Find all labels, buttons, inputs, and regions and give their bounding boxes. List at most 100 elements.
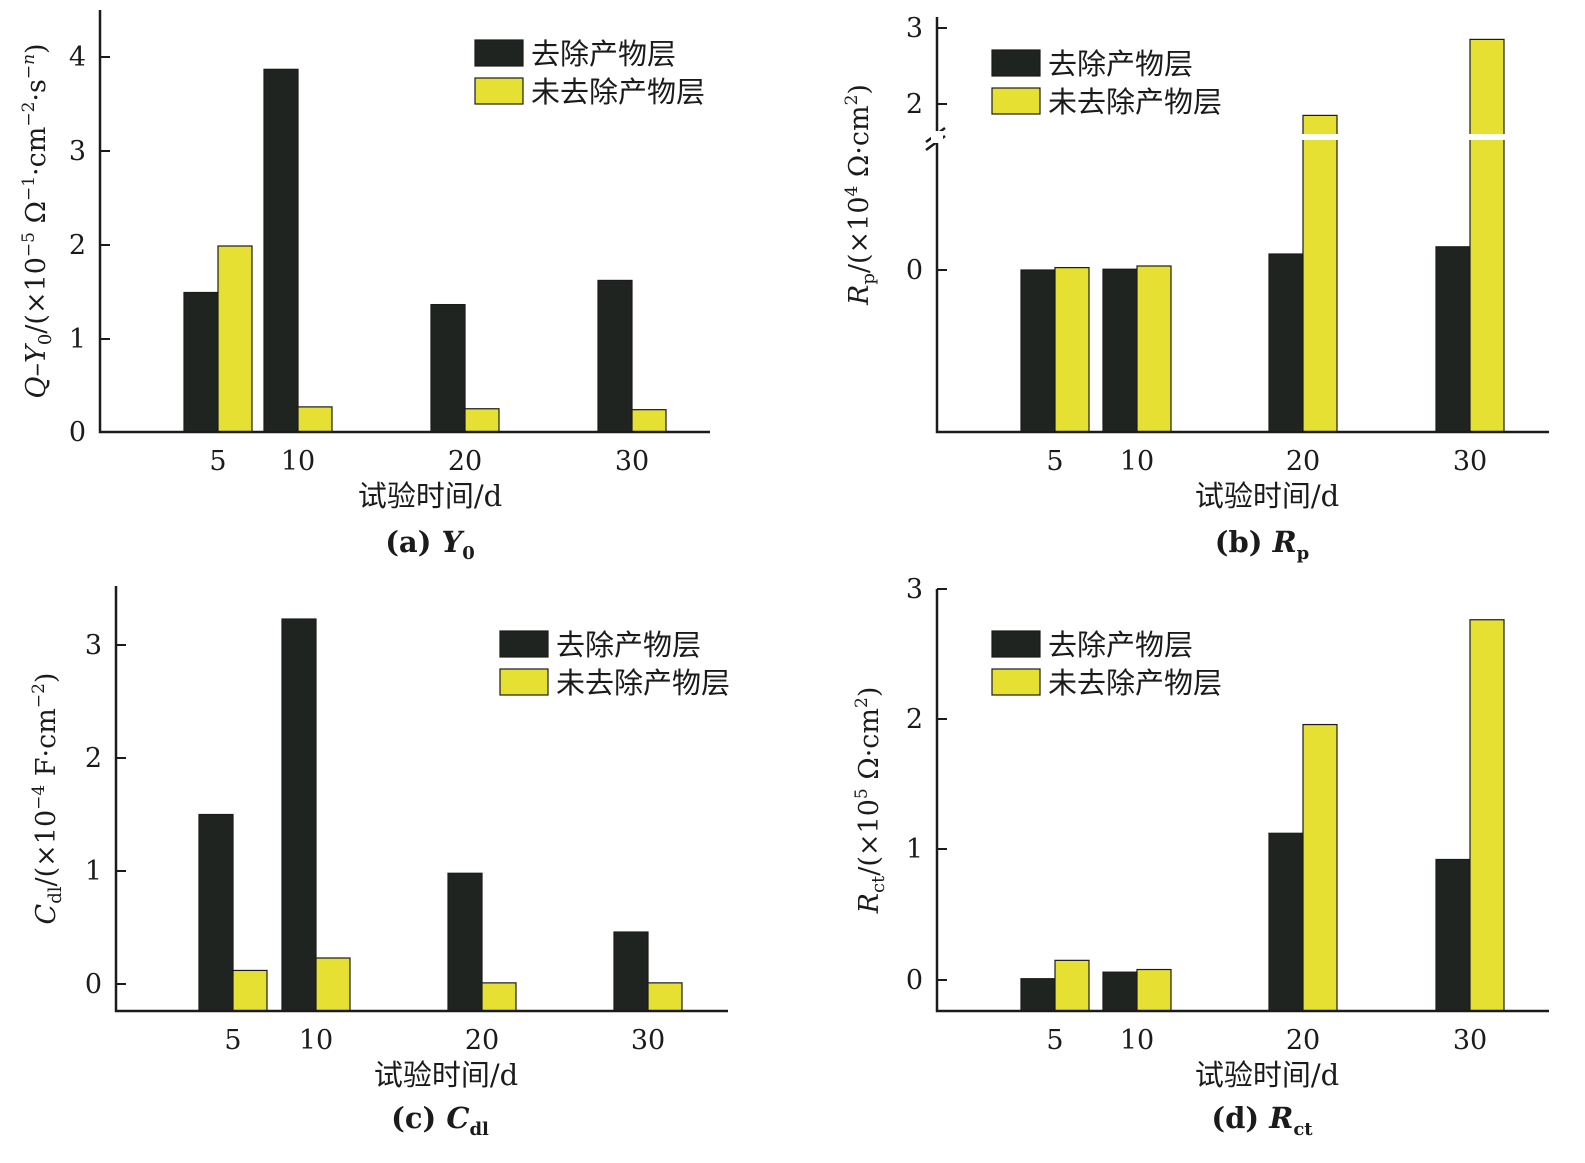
bar-b-removed-20 xyxy=(1268,253,1304,433)
bar-d-not-removed-10 xyxy=(1136,968,1172,1012)
x-axis-label-d: 试验时间/d xyxy=(1195,1058,1339,1092)
caption-var: R xyxy=(1272,525,1297,559)
y-axis-label-b: Rp/(×104 Ω·cm2) xyxy=(842,84,879,306)
bar-d-removed-5 xyxy=(1020,978,1056,1012)
bar-c-removed-5 xyxy=(198,813,234,1012)
legend-swatch-not-removed xyxy=(991,668,1041,696)
y-tick-label-a-3: 3 xyxy=(69,136,86,167)
x-axis-label-c: 试验时间/d xyxy=(374,1058,518,1092)
bar-c-not-removed-5 xyxy=(232,969,268,1012)
y-axis-label-var: C xyxy=(31,903,62,924)
x-tick-label-d-5: 5 xyxy=(1046,1025,1063,1056)
bar-c-not-removed-30 xyxy=(647,982,683,1012)
bar-c-removed-30 xyxy=(613,931,649,1012)
bar-b-removed-30 xyxy=(1435,246,1471,433)
y-axis-label-exp: 4 xyxy=(842,186,862,197)
y-axis-label-sub: 0 xyxy=(35,334,56,345)
y-tick-label-a-1: 1 xyxy=(69,324,86,355)
y-axis-label-sub: dl xyxy=(45,886,66,904)
legend-swatch-removed xyxy=(991,49,1041,77)
y-tick-label-b-2: 2 xyxy=(906,89,923,120)
y-tick-label-d-2: 2 xyxy=(906,704,923,735)
legend-label-removed: 去除产物层 xyxy=(1048,47,1193,81)
y-tick-label-c-1: 1 xyxy=(85,856,102,887)
bar-d-removed-20 xyxy=(1268,832,1304,1012)
caption-a: (a) Y0 xyxy=(385,525,475,564)
bar-a-removed-5 xyxy=(183,291,219,433)
y-tick-label-b-0: 0 xyxy=(906,255,923,286)
bar-c-not-removed-20 xyxy=(481,982,517,1012)
axis-break-gap-y xyxy=(931,131,943,143)
bar-b-removed-10 xyxy=(1102,268,1138,433)
bar-a-removed-10 xyxy=(263,68,299,433)
y-axis-label-d: Rct/(×105 Ω·cm2) xyxy=(852,687,889,915)
x-tick-label-d-20: 20 xyxy=(1286,1025,1320,1056)
bar-b-not-removed-30 xyxy=(1469,38,1505,433)
legend-label-not-removed: 未去除产物层 xyxy=(1048,85,1222,119)
y-axis-label-exp4: −n xyxy=(19,54,39,79)
x-tick-label-a-10: 10 xyxy=(281,446,315,477)
y-tick-label-c-3: 3 xyxy=(85,630,102,661)
caption-sub: ct xyxy=(1293,1119,1313,1140)
y-axis-label-rest: Ω·cm xyxy=(844,105,875,185)
x-tick-label-c-10: 10 xyxy=(299,1025,333,1056)
legend-swatch-removed xyxy=(991,630,1041,658)
y-axis-label-unit: /(×10 xyxy=(21,257,52,334)
x-tick-label-b-10: 10 xyxy=(1120,446,1154,477)
legend-swatch-not-removed xyxy=(991,87,1041,115)
y-axis-label-close: ) xyxy=(21,43,52,54)
y-axis-label-exp2: −1 xyxy=(19,176,39,201)
y-axis-label-rest3: ·s xyxy=(21,79,52,101)
caption-sub: dl xyxy=(469,1119,489,1140)
y-axis-label-rest: F·cm xyxy=(31,708,62,785)
y-tick-label-d-1: 1 xyxy=(906,834,923,865)
bar-a-not-removed-20 xyxy=(464,408,500,433)
x-tick-label-c-30: 30 xyxy=(631,1025,665,1056)
x-tick-label-d-10: 10 xyxy=(1120,1025,1154,1056)
x-tick-label-d-30: 30 xyxy=(1453,1025,1487,1056)
x-tick-label-c-5: 5 xyxy=(224,1025,241,1056)
caption-var: R xyxy=(1268,1101,1293,1135)
y-tick-label-a-0: 0 xyxy=(69,417,86,448)
y-axis-label-var: Q–Y xyxy=(21,343,52,399)
caption-prefix: (b) xyxy=(1215,525,1263,559)
x-tick-label-b-30: 30 xyxy=(1453,446,1487,477)
y-axis-label-exp2: 2 xyxy=(852,697,872,708)
y-axis-label-unit: /(×10 xyxy=(844,196,875,273)
bar-d-not-removed-30 xyxy=(1469,619,1505,1012)
caption-sub: p xyxy=(1297,543,1310,564)
bar-c-removed-20 xyxy=(447,872,483,1012)
y-axis-label-unit: /(×10 xyxy=(854,799,885,876)
bar-b-not-removed-10 xyxy=(1136,265,1172,433)
bar-a-removed-30 xyxy=(597,279,633,433)
y-axis-label-close: ) xyxy=(31,673,62,684)
caption-prefix: (d) xyxy=(1211,1101,1259,1135)
bar-d-not-removed-5 xyxy=(1054,959,1090,1012)
caption-c: (c) Cdl xyxy=(391,1101,489,1140)
x-axis-label-b: 试验时间/d xyxy=(1195,479,1339,513)
bar-a-not-removed-10 xyxy=(297,406,333,433)
y-axis-label-close: ) xyxy=(854,687,885,698)
y-axis-label-rest2: ·cm xyxy=(21,127,52,176)
x-tick-label-a-30: 30 xyxy=(615,446,649,477)
legend-label-removed: 去除产物层 xyxy=(531,37,676,71)
y-axis-label-exp: −5 xyxy=(19,232,39,257)
caption-var: Y xyxy=(442,525,466,559)
legend-label-removed: 去除产物层 xyxy=(1048,628,1193,662)
x-tick-label-b-20: 20 xyxy=(1286,446,1320,477)
y-axis-label-a: Q–Y0/(×10−5 Ω−1·cm−2·s−n) xyxy=(19,43,56,398)
caption-var: C xyxy=(446,1101,469,1135)
legend-swatch-removed xyxy=(474,39,524,67)
legend-label-not-removed: 未去除产物层 xyxy=(531,75,705,109)
y-tick-label-a-4: 4 xyxy=(69,42,86,73)
bar-b-not-removed-5 xyxy=(1054,267,1090,433)
y-tick-label-b-3: 3 xyxy=(906,13,923,44)
axes-d xyxy=(935,589,1549,1013)
bar-c-removed-10 xyxy=(281,618,317,1012)
y-axis-label-exp3: −2 xyxy=(19,102,39,127)
